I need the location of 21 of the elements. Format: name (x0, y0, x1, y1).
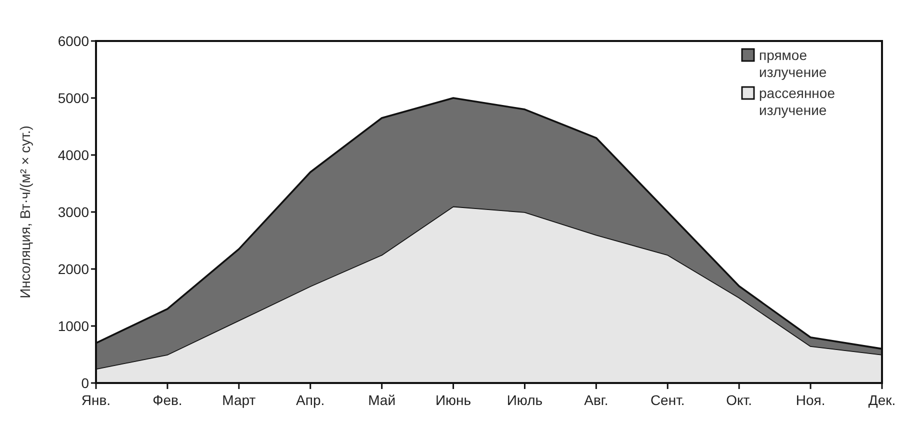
x-tick-label: Апр. (296, 392, 325, 408)
y-tick-label: 1000 (58, 318, 90, 334)
y-tick-label: 6000 (58, 32, 90, 49)
x-tick-label: Авг. (584, 392, 608, 408)
x-tick-label: Ноя. (796, 392, 826, 408)
x-tick-label: Июнь (435, 392, 472, 408)
x-tick-label: Май (368, 392, 396, 408)
x-tick-label: Фев. (152, 392, 182, 408)
y-tick-label: 3000 (58, 204, 90, 220)
y-axis-title: Инсоляция, Вт·ч/(м² × сут.) (17, 126, 33, 298)
x-tick-label: Окт. (726, 392, 752, 408)
x-tick-label: Июль (506, 392, 543, 408)
y-tick-label: 2000 (58, 260, 90, 277)
legend-label: рассеянное излучение (759, 85, 836, 118)
x-tick-label: Март (222, 392, 256, 408)
y-tick-label: 0 (81, 374, 90, 391)
y-tick-label: 4000 (58, 146, 90, 163)
x-tick-label: Янв. (81, 392, 111, 408)
x-tick-label: Дек. (868, 392, 896, 408)
x-tick-label: Сент. (650, 392, 685, 408)
y-tick-label: 5000 (58, 90, 90, 106)
